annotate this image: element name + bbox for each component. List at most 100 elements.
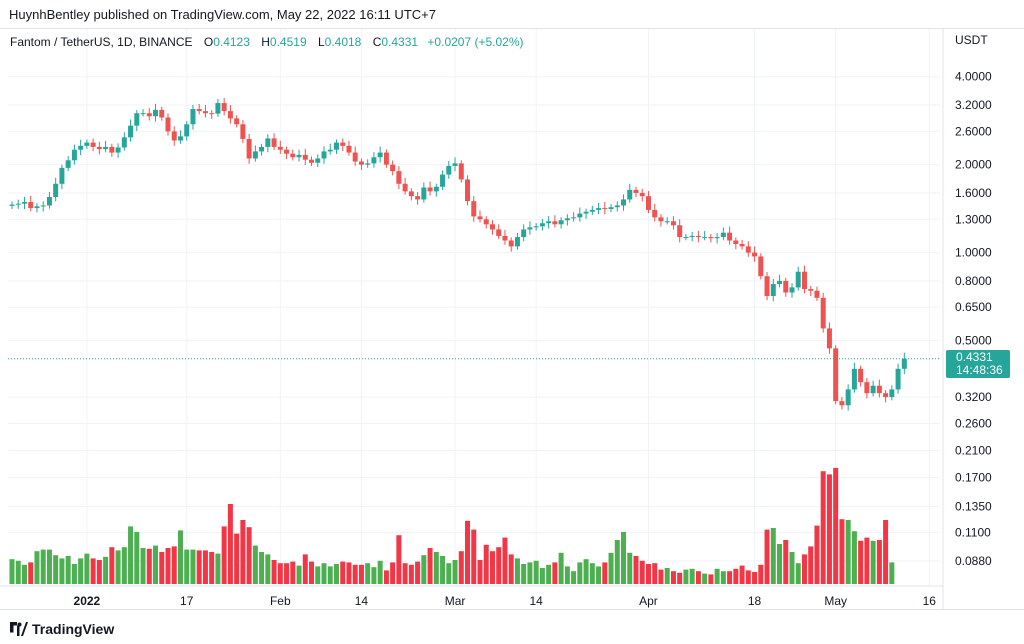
- candle-body: [770, 284, 776, 297]
- volume-bar: [246, 527, 252, 584]
- candle-body: [739, 243, 745, 247]
- volume-bar: [876, 540, 882, 584]
- y-tick-label: 0.3200: [955, 390, 992, 404]
- candle-body: [764, 276, 770, 297]
- candle-body: [327, 149, 333, 152]
- candle-body: [845, 389, 851, 406]
- bar-countdown: 14:48:36: [956, 363, 1003, 377]
- candle-body: [870, 385, 876, 394]
- candle-body: [28, 201, 34, 209]
- volume-bar: [633, 556, 639, 584]
- y-tick-label: 0.2100: [955, 444, 992, 458]
- candle-body: [433, 186, 439, 192]
- volume-bar: [377, 560, 383, 584]
- x-tick-label: Apr: [639, 594, 658, 608]
- high-value: 0.4519: [269, 35, 307, 49]
- volume-bar: [820, 471, 826, 584]
- candle-body: [252, 151, 258, 159]
- candle-body: [21, 201, 27, 204]
- candle-body: [140, 113, 146, 115]
- candle-body: [34, 206, 40, 209]
- volume-bar: [702, 573, 708, 584]
- volume-bar: [801, 554, 807, 584]
- open-value: 0.4123: [213, 35, 250, 49]
- candle-body: [271, 138, 277, 147]
- volume-bar: [502, 537, 508, 584]
- volume-bar: [564, 566, 570, 584]
- candle-body: [858, 368, 864, 383]
- candle-body: [221, 103, 227, 112]
- symbol-title: Fantom / TetherUS, 1D, BINANCE: [10, 35, 193, 49]
- volume-bar: [752, 572, 758, 584]
- volume-bar: [845, 520, 851, 584]
- volume-bar: [764, 529, 770, 584]
- volume-bar: [770, 528, 776, 584]
- volume-bar: [652, 563, 658, 584]
- candle-body: [146, 113, 152, 117]
- x-tick-label: 14: [529, 594, 543, 608]
- footer: TradingView: [0, 614, 1024, 644]
- volume-bar: [471, 529, 477, 584]
- candle-body: [727, 232, 733, 241]
- volume-bar: [552, 562, 558, 584]
- ohlc-legend: Fantom / TetherUS, 1D, BINANCE O0.4123 H…: [10, 35, 524, 49]
- publisher-bar: HuynhBentley published on TradingView.co…: [0, 0, 1024, 28]
- candle-body: [695, 235, 701, 238]
- candle-body: [290, 153, 296, 158]
- candle-body: [115, 147, 121, 153]
- candle-body: [196, 109, 202, 112]
- low-label: L: [317, 35, 325, 49]
- candle-body: [677, 225, 683, 238]
- volume-bar: [296, 565, 302, 584]
- volume-bar: [128, 526, 134, 584]
- candle-body: [801, 271, 807, 290]
- volume-bar: [571, 571, 577, 584]
- candle-body: [883, 393, 889, 398]
- volume-bar: [458, 551, 464, 584]
- candle-body: [427, 187, 433, 192]
- candle-body: [752, 252, 758, 257]
- x-tick-label: 17: [180, 594, 194, 608]
- candlestick-chart[interactable]: 4.0000 3.2000 2.6000 2.0000 1.6000 1.3000 1.00…: [0, 29, 1024, 609]
- candle-body: [121, 137, 127, 148]
- volume-bar: [539, 568, 545, 584]
- candle-body: [614, 205, 620, 208]
- candle-body: [446, 165, 452, 175]
- candle-body: [733, 240, 739, 244]
- candle-body: [284, 149, 290, 154]
- volume-bar: [371, 567, 377, 584]
- candle-body: [365, 163, 371, 165]
- volume-bar: [577, 562, 583, 584]
- candle-body: [683, 237, 689, 239]
- candle-body: [53, 183, 59, 197]
- volume-bar: [645, 564, 651, 584]
- candle-body: [533, 226, 539, 228]
- candle-body: [128, 125, 134, 138]
- x-tick-label: Feb: [270, 594, 291, 608]
- current-price-badge: 0.4331 14:48:36: [946, 350, 1010, 378]
- volume-bar: [215, 553, 221, 584]
- candle-body: [265, 138, 271, 147]
- candle-body: [153, 109, 159, 117]
- volume-bar: [683, 569, 689, 584]
- candle-body: [402, 183, 408, 192]
- candle-body: [396, 171, 402, 184]
- candle-body: [689, 235, 695, 238]
- candle-body: [209, 113, 215, 115]
- candle-body: [302, 154, 308, 160]
- volume-bar: [427, 548, 433, 584]
- x-tick-label: Mar: [445, 594, 466, 608]
- volume-bar: [202, 550, 208, 584]
- candle-body: [84, 142, 90, 146]
- candle-body: [833, 348, 839, 402]
- candle-body: [9, 204, 15, 206]
- candle-body: [333, 142, 339, 150]
- chart-area[interactable]: 4.0000 3.2000 2.6000 2.0000 1.6000 1.3000 1.00…: [0, 28, 1024, 610]
- volume-bar: [670, 571, 676, 584]
- volume-bar: [121, 547, 127, 584]
- volume-bar: [489, 551, 495, 584]
- volume-bar: [745, 570, 751, 584]
- volume-bar: [833, 468, 839, 584]
- candle-body: [583, 211, 589, 214]
- volume-bar: [358, 564, 364, 584]
